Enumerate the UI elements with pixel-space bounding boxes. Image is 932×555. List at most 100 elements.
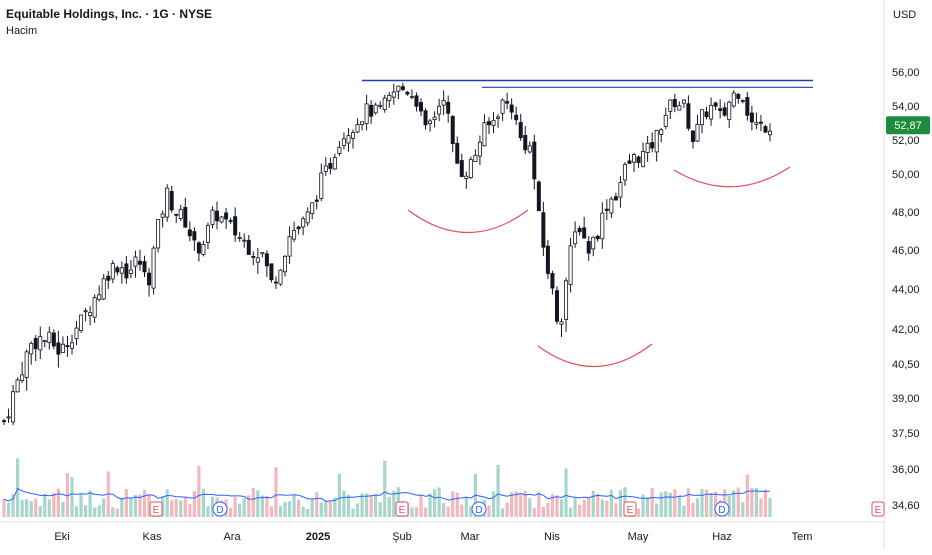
y-tick-label: 50,00: [892, 169, 920, 181]
volume-bar: [97, 505, 101, 517]
candle-body: [183, 206, 188, 228]
volume-bar: [691, 502, 695, 517]
volume-bar: [25, 499, 29, 517]
candle-body: [246, 239, 251, 255]
x-tick-label: Şub: [392, 531, 412, 543]
volume-bar: [519, 493, 523, 517]
volume-bar: [745, 474, 749, 517]
volume-bar: [360, 493, 364, 517]
volume-bar: [120, 497, 124, 517]
volume-bar: [600, 499, 604, 517]
candle-body: [763, 126, 768, 133]
volume-bar: [206, 506, 210, 517]
candle-body: [15, 379, 20, 393]
candle-body: [672, 99, 677, 108]
candle-body: [681, 99, 686, 104]
earnings-badge: [149, 501, 163, 517]
candle-body: [663, 114, 668, 127]
chart-title: Equitable Holdings, Inc. · 1G · NYSE: [6, 7, 213, 21]
volume-bar: [423, 507, 428, 517]
candle-body: [119, 267, 124, 274]
candle-body: [559, 321, 564, 325]
candle-body: [627, 160, 632, 164]
volume-bar: [673, 489, 677, 517]
candle-body: [251, 256, 256, 258]
candle-body: [83, 310, 88, 313]
volume-bar: [573, 497, 577, 517]
y-tick-label: 37,50: [892, 428, 920, 440]
earnings-badge: [395, 501, 409, 517]
candle-body: [541, 212, 546, 248]
candle-body: [690, 130, 695, 142]
candle-body: [323, 165, 328, 172]
volume-bar: [532, 508, 536, 517]
candle-body: [731, 92, 736, 107]
volume-bar: [355, 503, 360, 517]
candle-body: [645, 142, 650, 153]
volume-bar: [636, 508, 641, 517]
candle-body: [609, 198, 614, 214]
candle-body: [24, 351, 29, 378]
volume-bar: [229, 507, 233, 517]
volume-bar: [161, 495, 165, 517]
candle-body: [464, 175, 469, 179]
volume-bar: [759, 498, 763, 517]
volume-bar: [61, 501, 65, 517]
candle-body: [287, 236, 292, 257]
candle-body: [205, 225, 210, 243]
candle-body: [332, 157, 337, 170]
candle-body: [613, 196, 618, 201]
candle-body: [595, 235, 600, 240]
volume-bar: [496, 464, 500, 517]
volume-bar: [20, 499, 24, 517]
volume-bar: [469, 506, 473, 517]
candle-body: [577, 227, 582, 233]
candle-body: [446, 101, 451, 114]
candle-body: [509, 104, 514, 113]
volume-bar: [428, 493, 432, 517]
volume-bar: [56, 488, 60, 517]
candle-body: [201, 243, 206, 255]
candle-body: [115, 267, 120, 273]
volume-bar: [6, 502, 11, 517]
volume-bar: [328, 501, 332, 517]
volume-bar: [192, 491, 196, 517]
candle-body: [210, 209, 215, 225]
candle-body: [695, 123, 700, 142]
candle-body: [382, 97, 387, 110]
candle-body: [33, 338, 38, 350]
volume-bar: [437, 487, 441, 517]
candle-body: [722, 107, 727, 116]
volume-bar: [714, 491, 718, 517]
volume-bar: [727, 495, 731, 517]
volume-bar: [487, 505, 491, 517]
volume-bar: [564, 468, 568, 517]
volume-bar: [47, 499, 51, 517]
candle-body: [486, 121, 491, 126]
x-tick-label: Kas: [143, 531, 162, 543]
x-tick-label: Tem: [792, 531, 813, 543]
volume-bar: [269, 506, 274, 517]
volume-bar: [528, 498, 532, 517]
dividend-badge: [212, 501, 228, 517]
x-tick-label: Mar: [461, 531, 480, 543]
candle-body: [704, 111, 709, 118]
base-pattern-arc: [407, 209, 529, 234]
candle-body: [47, 331, 52, 344]
volume-bar: [750, 487, 754, 517]
candle-body: [283, 255, 288, 273]
volume-bar: [342, 490, 346, 517]
last-price-tag: [886, 116, 930, 135]
volume-bar: [133, 495, 138, 517]
candle-body: [768, 130, 773, 136]
volume-bar: [704, 489, 709, 517]
volume-bar: [659, 492, 663, 517]
candle-body: [360, 121, 365, 126]
volume-bar: [242, 498, 246, 517]
candle-body: [636, 156, 641, 164]
volume-bar: [655, 503, 659, 517]
volume-bar: [646, 497, 650, 517]
volume-bar: [301, 506, 305, 517]
